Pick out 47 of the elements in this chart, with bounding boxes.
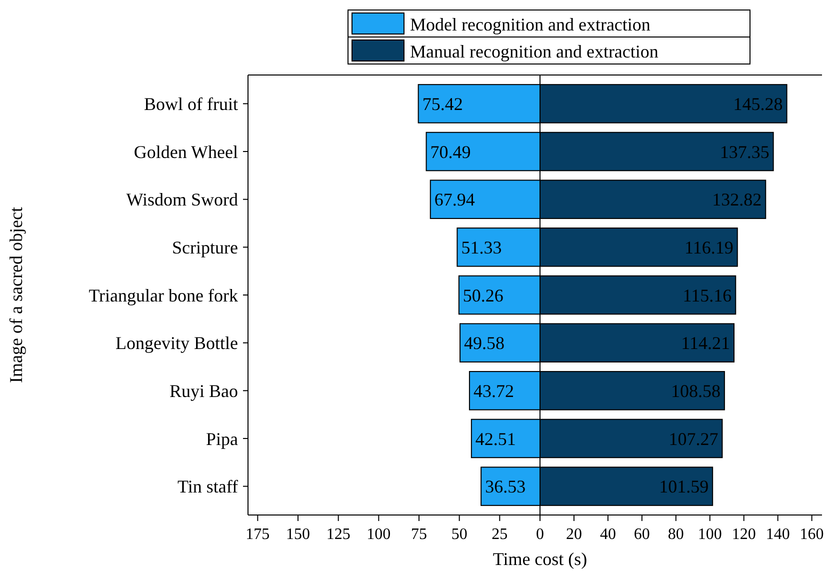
data-label: 49.58	[464, 333, 505, 354]
data-label: 101.59	[659, 476, 709, 497]
data-label: 50.26	[462, 285, 504, 306]
data-label: 137.35	[720, 142, 770, 162]
x-axis-title: Time cost (s)	[492, 549, 588, 569]
data-label: 67.94	[434, 190, 475, 210]
y-tick-label: Ruyi Bao	[169, 380, 238, 401]
x-tick-label: 25	[492, 526, 508, 543]
data-label: 145.28	[733, 94, 783, 114]
x-tick-label: 60	[634, 526, 650, 543]
x-tick-label: 120	[732, 526, 756, 543]
data-label: 42.51	[475, 428, 516, 449]
x-tick-label: 75	[411, 526, 428, 543]
data-label: 75.42	[422, 94, 463, 114]
data-label: 116.19	[684, 237, 734, 258]
x-tick-label: 0	[536, 526, 544, 543]
data-label: 108.58	[670, 380, 720, 401]
y-axis-title: Image of a sacred object	[6, 207, 26, 383]
y-tick-label: Scripture	[172, 237, 238, 258]
x-tick-label: 20	[566, 526, 582, 543]
data-label: 132.82	[712, 190, 762, 210]
x-tick-label: 150	[286, 526, 310, 543]
y-tick-label: Longevity Bottle	[116, 333, 238, 354]
data-label: 36.53	[485, 476, 526, 497]
y-tick-label: Golden Wheel	[134, 142, 238, 162]
x-tick-label: 100	[698, 526, 722, 543]
y-tick-label: Pipa	[206, 428, 238, 449]
x-tick-label: 100	[366, 526, 391, 543]
x-tick-label: 160	[800, 526, 824, 543]
data-label: 115.16	[682, 285, 732, 306]
x-tick-label: 125	[326, 526, 350, 543]
data-label: 51.33	[461, 237, 502, 258]
y-tick-label: Triangular bone fork	[88, 285, 238, 306]
y-tick-label: Bowl of fruit	[144, 94, 238, 114]
y-tick-label: Wisdom Sword	[126, 190, 238, 210]
legend-label: Manual recognition and extraction	[410, 41, 658, 62]
x-tick-label: 80	[668, 526, 684, 543]
x-tick-label: 50	[451, 526, 468, 543]
data-label: 43.72	[473, 380, 514, 401]
data-label: 107.27	[668, 428, 718, 449]
x-tick-label: 140	[766, 526, 790, 543]
y-tick-label: Tin staff	[177, 476, 238, 497]
data-label: 70.49	[430, 142, 471, 162]
legend-label: Model recognition and extraction	[410, 14, 650, 34]
x-tick-label: 40	[600, 526, 616, 543]
x-tick-label: 175	[246, 526, 270, 543]
data-label: 114.21	[681, 333, 730, 354]
